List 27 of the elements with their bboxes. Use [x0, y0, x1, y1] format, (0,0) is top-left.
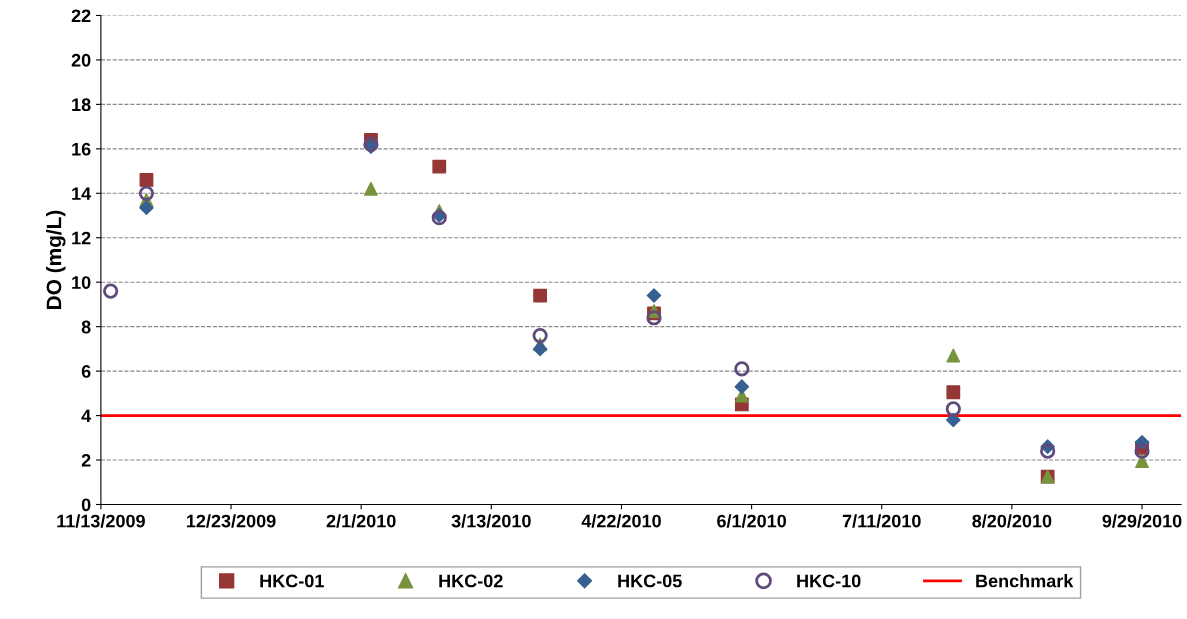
y-tick-label: 10	[72, 276, 91, 289]
y-tick-label: 20	[71, 53, 91, 67]
y-tick-label: 8	[81, 320, 91, 334]
y-tick-label: 2	[81, 453, 91, 467]
legend-label: HKC-02	[439, 574, 503, 588]
x-tick-label: 8/20/2010	[972, 514, 1052, 528]
y-tick-label: 18	[72, 98, 91, 112]
y-tick-label: 0	[81, 498, 91, 512]
legend-label: Benchmark	[976, 574, 1074, 588]
legend-label: HKC-01	[260, 574, 324, 588]
legend-label: HKC-05	[618, 574, 682, 588]
legend-label: HKC-10	[797, 574, 861, 588]
y-tick-label: 4	[81, 409, 92, 423]
y-tick-label: 6	[81, 365, 91, 378]
x-tick-label: 3/13/2010	[451, 514, 531, 528]
y-axis-title: DO (mg/L)	[46, 210, 66, 309]
x-tick-label: 11/13/2009	[57, 514, 145, 528]
x-tick-label: 7/11/2010	[842, 514, 921, 528]
x-tick-label: 6/1/2010	[717, 514, 786, 528]
y-tick-label: 16	[72, 142, 91, 156]
x-tick-label: 2/1/2010	[326, 514, 396, 528]
y-tick-label: 12	[72, 231, 91, 245]
y-tick-label: 14	[72, 187, 92, 200]
x-tick-label: 4/22/2010	[581, 514, 661, 528]
x-tick-label: 9/29/2010	[1102, 514, 1182, 528]
y-tick-label: 22	[71, 9, 91, 23]
x-tick-label: 12/23/2009	[186, 514, 276, 528]
